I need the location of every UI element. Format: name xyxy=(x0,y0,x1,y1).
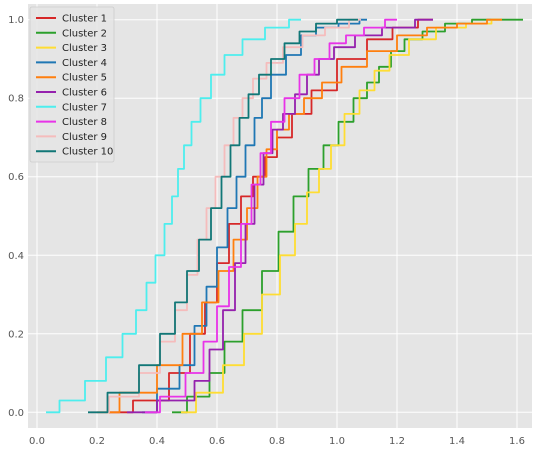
y-tick-label: 0.2 xyxy=(8,329,24,340)
legend-label: Cluster 5 xyxy=(62,73,107,84)
series-line-3 xyxy=(181,18,502,414)
legend-box xyxy=(29,6,115,163)
y-tick-label: 0.0 xyxy=(8,408,24,419)
x-tick-label: 1.0 xyxy=(329,436,345,447)
legend-label: Cluster 2 xyxy=(62,28,107,39)
y-tick-label: 0.4 xyxy=(8,251,24,262)
x-tick-label: 1.2 xyxy=(389,436,405,447)
series-line-7 xyxy=(46,18,301,414)
y-tick-label: 0.6 xyxy=(8,172,24,183)
series-layer xyxy=(46,18,523,414)
grid xyxy=(28,4,532,428)
series-line-9 xyxy=(91,18,361,414)
y-axis-ticks: 0.0 0.2 0.4 0.6 0.8 1.0 xyxy=(8,15,24,419)
series-line-5 xyxy=(97,18,502,414)
legend-label: Cluster 10 xyxy=(62,147,113,158)
legend-label: Cluster 6 xyxy=(62,88,107,99)
y-tick-label: 1.0 xyxy=(8,15,24,26)
legend-label: Cluster 4 xyxy=(62,58,107,69)
y-tick-label: 0.8 xyxy=(8,94,24,105)
x-tick-label: 0.2 xyxy=(89,436,105,447)
legend-label: Cluster 3 xyxy=(62,43,107,54)
series-line-6 xyxy=(127,18,433,414)
series-line-8 xyxy=(145,18,397,414)
x-axis-ticks: 0.0 0.2 0.4 0.6 0.8 1.0 1.2 1.4 1.6 xyxy=(29,436,525,447)
x-tick-label: 1.4 xyxy=(449,436,465,447)
legend-label: Cluster 9 xyxy=(62,132,107,143)
x-tick-label: 0.8 xyxy=(269,436,285,447)
x-tick-label: 0.6 xyxy=(209,436,225,447)
legend: Cluster 1 Cluster 2 Cluster 3 Cluster 4 Clus… xyxy=(29,6,115,163)
x-tick-label: 0.4 xyxy=(149,436,165,447)
series-line-10 xyxy=(88,18,358,414)
legend-label: Cluster 1 xyxy=(62,14,107,25)
legend-label: Cluster 8 xyxy=(62,117,107,128)
x-tick-label: 0.0 xyxy=(29,436,45,447)
legend-label: Cluster 7 xyxy=(62,102,107,113)
x-tick-label: 1.6 xyxy=(509,436,525,447)
